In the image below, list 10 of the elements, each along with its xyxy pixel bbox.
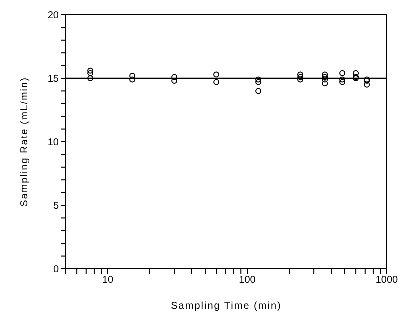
y-tick-label: 10 [48, 138, 60, 149]
y-tick-label: 15 [48, 74, 60, 86]
y-axis-title: Sampling Rate (mL/min) [20, 77, 31, 207]
y-tick-label: 0 [53, 264, 60, 276]
x-axis-title: Sampling Time (min) [171, 301, 282, 312]
x-tick-label: 100 [239, 275, 256, 286]
x-tick-label: 1000 [376, 275, 399, 286]
x-tick-label: 10 [102, 275, 114, 286]
y-tick-label: 20 [48, 10, 60, 22]
y-tick-label: 5 [53, 201, 60, 212]
